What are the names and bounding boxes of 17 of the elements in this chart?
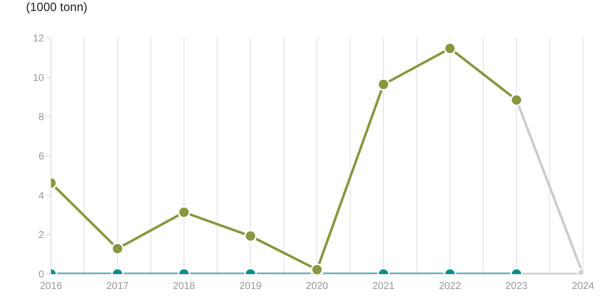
x-tick-label: 2024 (572, 281, 595, 292)
x-tick-label: 2017 (106, 281, 130, 292)
y-axis-title: (1000 tonn) (26, 0, 88, 14)
x-tick-label: 2023 (505, 281, 528, 292)
x-tick-label: 2018 (172, 281, 196, 292)
y-tick-label: 10 (32, 72, 44, 84)
y-tick-label: 6 (38, 152, 44, 163)
x-tick-label: 2020 (306, 281, 329, 292)
y-tick-label: 12 (32, 34, 44, 45)
x-tick-label: 2021 (372, 281, 396, 292)
y-tick-label: 0 (38, 270, 44, 281)
x-tick-label: 2016 (40, 281, 63, 292)
x-tick-label: 2019 (239, 281, 262, 292)
y-tick-label: 8 (38, 112, 44, 124)
y-tick-label: 2 (38, 230, 44, 242)
x-tick-label: 2022 (438, 281, 462, 292)
y-tick-label: 4 (38, 190, 44, 202)
